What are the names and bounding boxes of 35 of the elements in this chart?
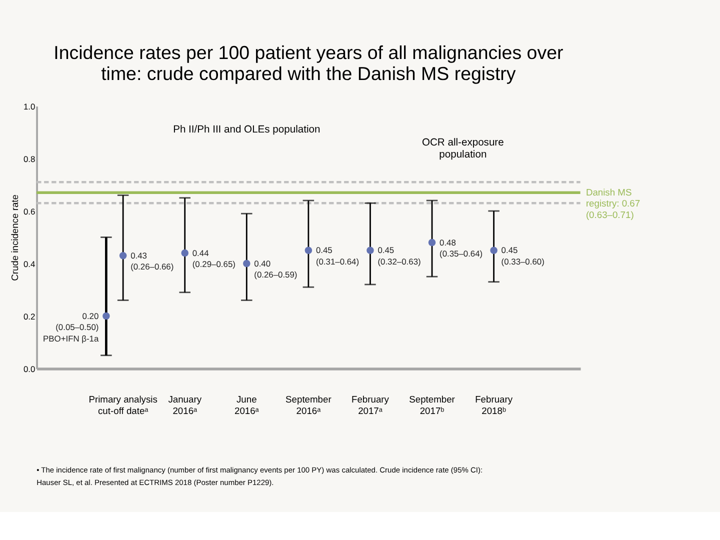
data-label: 0.44 (0.29–0.65) (192, 248, 236, 270)
data-label: 0.48 (0.35–0.64) (440, 237, 483, 259)
annotation: Ph II/Ph III and OLEs population (173, 124, 320, 136)
point (181, 249, 188, 257)
y-tick-label: 0.2 (23, 311, 36, 322)
x-tick-label: September 2016ᵃ (286, 394, 332, 416)
data-label: 0.20 (0.05–0.50) (56, 310, 99, 332)
point (304, 246, 312, 254)
series-label: PBO+IFN β-1a (43, 333, 99, 344)
x-tick-label: September 2017ᵇ (409, 394, 455, 416)
data-label: 0.43 (0.26–0.66) (130, 250, 174, 272)
point (119, 252, 127, 260)
chart-title: Incidence rates per 100 patient years of all malignancies over time: crude compared with the Danish MS registry (54, 42, 564, 84)
x-tick-label: February 2018ᵇ (475, 394, 513, 416)
x-tick-label: Primary analysis cut-off dateᵃ (88, 394, 158, 416)
x-tick-label: January 2016ᵃ (168, 394, 202, 416)
y-axis-title: Crude incidence rate (10, 194, 20, 281)
point (366, 246, 374, 254)
y-tick-label: 0.4 (23, 258, 36, 269)
data-label: 0.45 (0.31–0.64) (316, 245, 360, 266)
x-tick-label: June 2016ᵃ (234, 394, 260, 416)
y-tick-label: 0.0 (23, 364, 36, 374)
text: • The incidence rate of first malignancy (number of first malignancy events per 100 PY) was calculated. Crude incidence rate (95% CI): Hauser SL, et al. Presented at ECTRIMS 2018 (Poster number P1229). (36, 466, 483, 487)
ref-line-label: Danish MS registry: 0.67 (0.63–0.71) (586, 187, 640, 220)
y-tick-label: 1.0 (23, 101, 36, 112)
point (428, 238, 436, 246)
data-label: 0.45 (0.33–0.60) (501, 245, 545, 266)
annotation: OCR all-exposure population (422, 137, 504, 161)
y-tick-label: 0.8 (23, 154, 36, 164)
point (490, 246, 498, 254)
x-tick-label: February 2017ᵃ (352, 394, 390, 416)
point (243, 260, 250, 268)
y-tick-label: 0.6 (23, 206, 36, 216)
data-label: 0.40 (0.26–0.59) (254, 258, 298, 280)
data-label: 0.45 (0.32–0.63) (378, 245, 421, 266)
